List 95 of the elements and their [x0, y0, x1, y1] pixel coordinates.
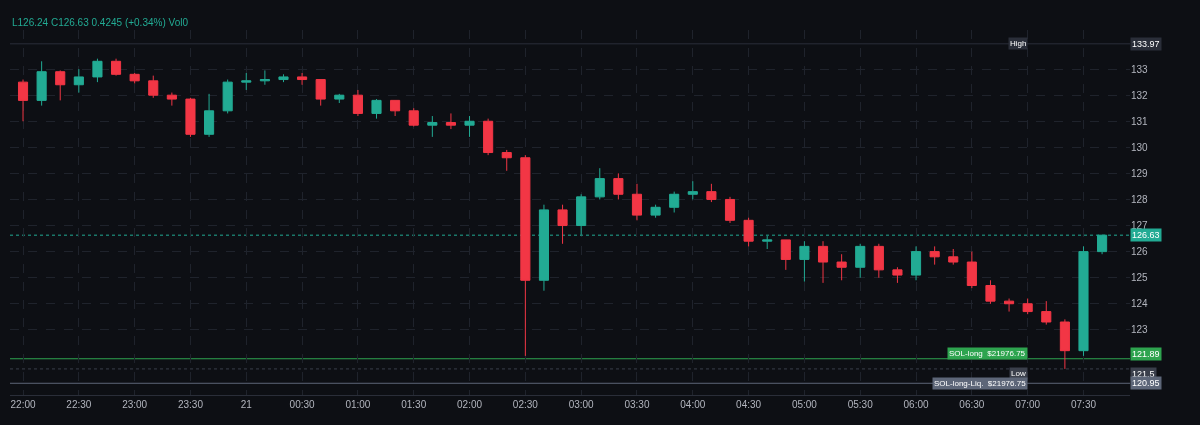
candlestick	[352, 89, 363, 117]
text: L126.24 C126.63 0.4245 (+0.34%) Vol0	[12, 17, 189, 28]
y-tick-label: 124	[1131, 298, 1149, 310]
x-tick-label: 00:30	[289, 399, 316, 410]
x-tick-label: 01:30	[401, 399, 427, 410]
candlestick	[185, 97, 196, 138]
candlestick	[17, 79, 29, 122]
x-tick-label: 05:00	[791, 399, 818, 410]
candlestick	[222, 79, 233, 114]
candlestick	[148, 75, 159, 99]
x-tick-label: 04:30	[736, 399, 762, 410]
candlestick	[1041, 300, 1052, 326]
candlestick	[1022, 298, 1033, 315]
x-tick-label: 02:30	[512, 399, 539, 410]
x-tick-label: 23:00	[122, 399, 148, 410]
candlestick	[501, 149, 512, 172]
candlestick	[297, 72, 308, 86]
x-tick-label: 02:00	[457, 399, 483, 410]
x-tick-label: 03:30	[624, 399, 650, 410]
ref-line-label: Low	[1011, 369, 1026, 378]
y-tick-label: 125	[1131, 272, 1149, 284]
y-tick-label: 133	[1131, 63, 1149, 75]
candlestick	[1078, 245, 1089, 357]
x-tick-label: 21	[240, 399, 253, 410]
candlestick	[780, 239, 791, 271]
y-tick-label: 132	[1131, 89, 1149, 101]
x-tick-label: 05:30	[847, 399, 874, 410]
x-tick-label: 07:00	[1015, 399, 1041, 410]
candlestick	[743, 217, 754, 247]
y-tick-label: 130	[1131, 141, 1149, 153]
x-tick-label: 06:30	[959, 399, 985, 410]
candlestick	[1004, 298, 1015, 313]
candlestick	[1059, 318, 1070, 370]
candlestick	[966, 251, 977, 289]
x-tick-label: 22:00	[10, 399, 36, 410]
candlestick	[241, 72, 252, 91]
x-tick-label: 22:30	[66, 399, 92, 410]
candlestick	[817, 240, 829, 284]
candlestick	[110, 58, 122, 77]
candlestick	[687, 180, 698, 200]
candlestick	[873, 243, 884, 279]
candlestick	[948, 248, 959, 266]
candlestick	[259, 69, 270, 86]
annotation: 133.97	[1132, 39, 1160, 49]
candlestick	[650, 204, 661, 219]
candlestick	[985, 279, 996, 305]
candlestick	[929, 245, 940, 266]
candlestick	[315, 79, 326, 107]
annotation: 126.63	[1132, 230, 1160, 240]
candlestick	[557, 204, 568, 245]
candlestick	[427, 115, 438, 138]
candlestick	[594, 167, 605, 200]
candlestick	[36, 60, 47, 107]
annotation: 120.95	[1132, 378, 1160, 388]
candlestick	[166, 92, 177, 107]
candlestick	[855, 243, 866, 279]
y-tick-label: 126	[1131, 246, 1149, 258]
x-tick-label: 07:30	[1070, 399, 1097, 410]
candlestick	[464, 115, 475, 138]
x-tick-label: 23:30	[177, 399, 204, 410]
x-tick-label: 03:00	[568, 399, 595, 410]
candlestick	[129, 72, 140, 84]
candlestick	[706, 183, 717, 203]
ref-line-label: SOL-long-Liq. $21976.75	[934, 379, 1027, 388]
candlestick	[836, 253, 847, 281]
y-tick-label: 131	[1131, 115, 1149, 127]
candlestick	[724, 196, 736, 224]
y-tick-label: 129	[1131, 167, 1149, 179]
candlestick	[669, 191, 680, 213]
candlestick	[408, 107, 419, 127]
candlestick	[55, 69, 66, 101]
y-tick-label: 128	[1131, 193, 1149, 205]
candlestick	[892, 266, 903, 284]
candlestick	[799, 240, 810, 283]
y-tick-label: 127	[1131, 220, 1149, 232]
candlestick	[92, 58, 103, 83]
candlestick	[371, 98, 382, 120]
text: 121.5	[1132, 369, 1155, 379]
candlestick	[483, 118, 494, 156]
ref-line-label: SOL-long $21976.75	[949, 349, 1026, 358]
candlestick	[73, 68, 84, 94]
candlestick	[910, 245, 922, 281]
candlestick	[334, 93, 345, 104]
ref-line-label: High	[1010, 39, 1027, 48]
x-tick-label: 06:00	[903, 399, 929, 410]
candlestick	[278, 73, 289, 83]
x-tick-label: 04:00	[680, 399, 706, 410]
x-tick-label: 01:00	[345, 399, 371, 410]
candlestick	[613, 172, 624, 200]
candlestick	[390, 99, 401, 117]
candlestick	[204, 93, 215, 138]
text: 121.89	[1132, 349, 1160, 359]
y-tick-label: 123	[1131, 324, 1149, 336]
candlestick	[631, 183, 643, 221]
candlestick	[445, 112, 456, 130]
